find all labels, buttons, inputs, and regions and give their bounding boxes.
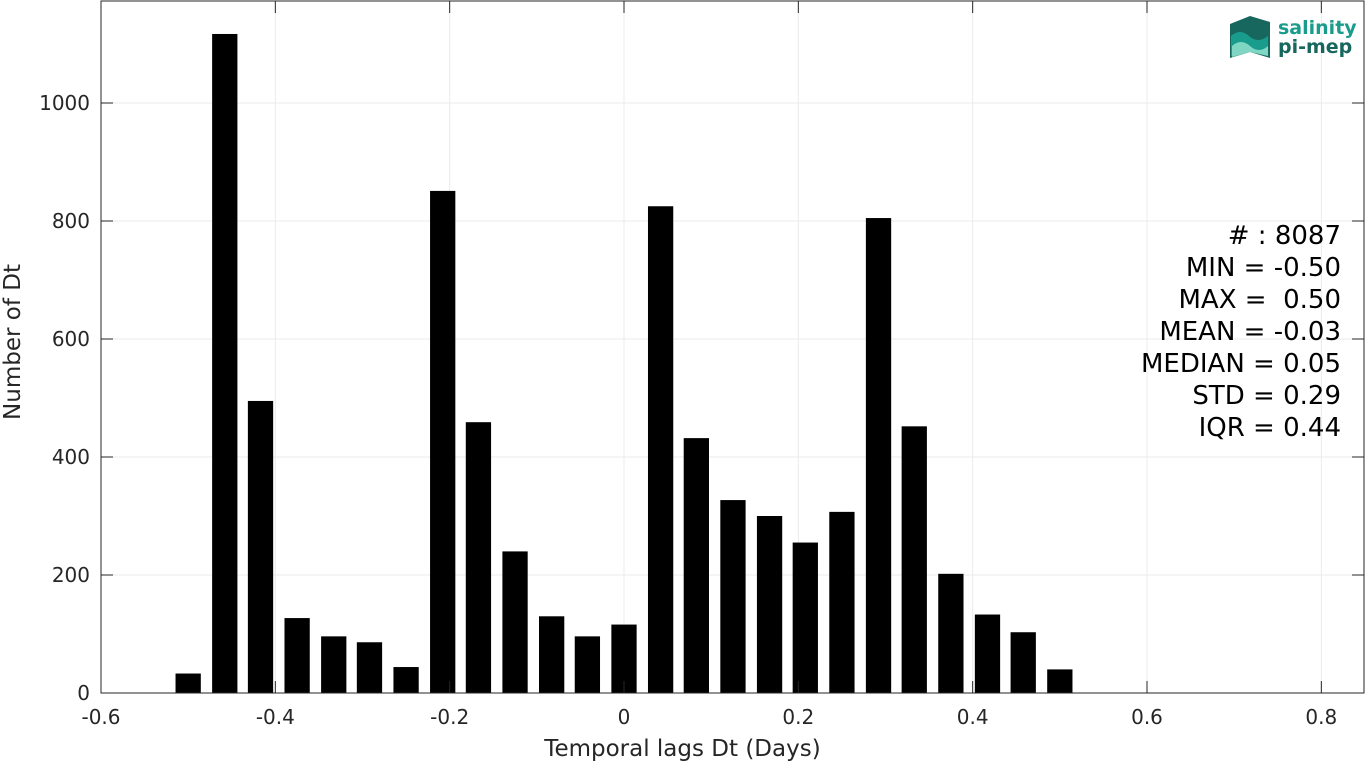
histogram-bar bbox=[212, 33, 238, 694]
histogram-bar bbox=[865, 218, 892, 694]
x-tick-label: 0.4 bbox=[957, 705, 989, 729]
histogram-bar bbox=[430, 190, 456, 693]
histogram-bar bbox=[465, 422, 492, 693]
y-tick-label: 200 bbox=[52, 563, 90, 587]
histogram-bar bbox=[393, 667, 419, 693]
logo-text-pi-mep: pi-mep bbox=[1278, 36, 1352, 58]
x-tick-label: 0.2 bbox=[782, 705, 814, 729]
x-axis-label: Temporal lags Dt (Days) bbox=[543, 736, 820, 762]
histogram-bar bbox=[683, 438, 709, 693]
y-tick-label: 1000 bbox=[39, 91, 90, 115]
stats-line: IQR = 0.44 bbox=[1199, 413, 1341, 443]
x-tick-label: 0.8 bbox=[1305, 705, 1337, 729]
histogram-bar bbox=[938, 573, 964, 693]
y-tick-label: 400 bbox=[52, 445, 90, 469]
histogram-bar bbox=[574, 636, 601, 693]
y-tick-label: 600 bbox=[52, 327, 90, 351]
bars-group bbox=[175, 33, 1073, 694]
histogram-bar bbox=[284, 618, 310, 693]
histogram-bar bbox=[647, 206, 674, 693]
y-tick-label: 800 bbox=[52, 209, 90, 233]
histogram-bar bbox=[792, 542, 818, 693]
x-tick-label: -0.4 bbox=[256, 705, 295, 729]
x-tick-label: -0.6 bbox=[81, 705, 120, 729]
x-tick-labels: -0.6 -0.4 -0.2 0 0.2 0.4 0.6 0.8 bbox=[81, 705, 1337, 729]
x-tick-label: -0.2 bbox=[430, 705, 469, 729]
histogram-bar bbox=[756, 516, 783, 693]
histogram-bar bbox=[829, 511, 855, 693]
stats-line: MIN = -0.50 bbox=[1186, 253, 1341, 283]
histogram-bar bbox=[720, 500, 746, 693]
stats-line: STD = 0.29 bbox=[1192, 381, 1341, 411]
histogram-bar bbox=[1010, 632, 1036, 693]
histogram-bar bbox=[901, 426, 927, 693]
logo-text-salinity: salinity bbox=[1278, 17, 1357, 39]
stats-line: MEDIAN = 0.05 bbox=[1141, 349, 1341, 379]
y-axis-label: Number of Dt bbox=[0, 264, 26, 420]
histogram-bar bbox=[502, 551, 528, 693]
histogram-bar bbox=[175, 673, 201, 693]
histogram-bar bbox=[1047, 669, 1073, 693]
stats-line: MEAN = -0.03 bbox=[1159, 317, 1341, 347]
y-tick-labels: 0 200 400 600 800 1000 bbox=[39, 91, 90, 705]
plot-frame bbox=[100, 0, 1365, 694]
stats-line: # : 8087 bbox=[1228, 221, 1341, 251]
y-tick-label: 0 bbox=[77, 681, 90, 705]
histogram-bar bbox=[247, 400, 274, 693]
salinity-pi-mep-logo: salinity pi-mep bbox=[1230, 16, 1357, 58]
histogram-bar bbox=[539, 616, 565, 693]
histogram-bar bbox=[321, 636, 347, 693]
x-tick-label: 0.6 bbox=[1131, 705, 1163, 729]
axis-ticks bbox=[100, 1, 1364, 694]
stats-line: MAX = 0.50 bbox=[1179, 285, 1342, 315]
x-tick-label: 0 bbox=[618, 705, 631, 729]
histogram-bar bbox=[974, 614, 1001, 693]
logo-waves-icon bbox=[1230, 16, 1270, 58]
histogram-bar bbox=[356, 642, 383, 693]
